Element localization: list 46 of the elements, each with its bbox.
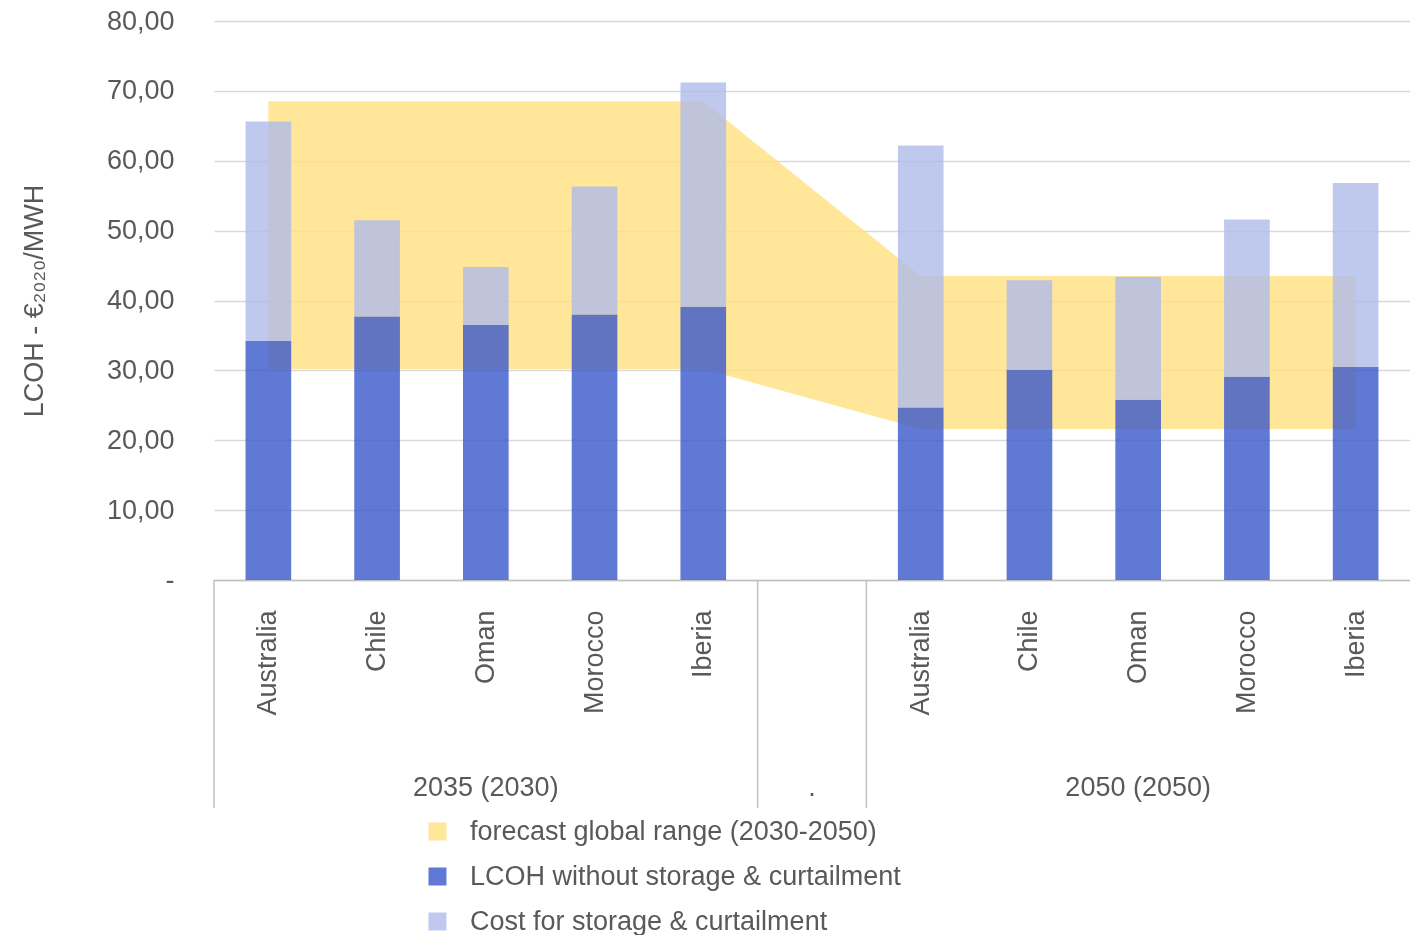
x-tick-label: Oman xyxy=(1122,610,1153,685)
y-axis-title: LCOH - €₂₀₂₀/MWH xyxy=(18,184,49,418)
bar xyxy=(571,314,618,580)
bar xyxy=(462,266,509,325)
y-tick-label: 40,00 xyxy=(106,285,175,315)
bar xyxy=(462,324,509,580)
bar xyxy=(1006,280,1053,370)
text: . xyxy=(808,772,816,802)
bar xyxy=(1332,366,1379,580)
x-tick-label: Australia xyxy=(904,609,935,716)
legend-label: LCOH without storage & curtailment xyxy=(470,860,902,891)
bar xyxy=(1115,399,1162,580)
bar xyxy=(680,306,727,580)
bar xyxy=(354,316,400,580)
x-tick-label: Iberia xyxy=(1339,609,1370,679)
x-tick-label: Chile xyxy=(1013,610,1044,673)
x-tick-label: Chile xyxy=(361,610,392,673)
bar xyxy=(1006,369,1053,580)
bar xyxy=(1224,219,1270,377)
y-tick-label: 30,00 xyxy=(106,354,175,385)
legend-label: forecast global range (2030-2050) xyxy=(470,815,877,846)
bar xyxy=(571,186,618,315)
bar xyxy=(1332,183,1379,367)
x-tick-label: Australia xyxy=(252,609,283,716)
x-tick-label: Iberia xyxy=(687,609,718,679)
y-tick-label: 70,00 xyxy=(106,75,175,106)
bar xyxy=(1224,376,1270,580)
y-tick-label: 10,00 xyxy=(106,494,175,525)
x-tick-label: Oman xyxy=(469,610,500,685)
legend-label: Cost for storage & curtailment xyxy=(470,905,828,936)
text: 2050 (2050) xyxy=(1065,772,1211,802)
y-tick-label: 20,00 xyxy=(106,424,175,455)
text: 2035 (2030) xyxy=(413,772,559,802)
bar xyxy=(680,82,727,307)
bar xyxy=(245,341,292,580)
bar xyxy=(1115,276,1162,400)
x-tick-label: Morocco xyxy=(578,610,609,715)
y-tick-label: 80,00 xyxy=(106,5,175,36)
y-tick-label: - xyxy=(165,564,175,595)
x-tick-label: Morocco xyxy=(1230,610,1261,715)
bar xyxy=(897,145,944,408)
y-tick-label: 50,00 xyxy=(106,215,175,246)
y-tick-label: 60,00 xyxy=(106,145,175,176)
bar xyxy=(245,121,292,342)
bar xyxy=(897,407,944,580)
bar xyxy=(354,220,400,317)
